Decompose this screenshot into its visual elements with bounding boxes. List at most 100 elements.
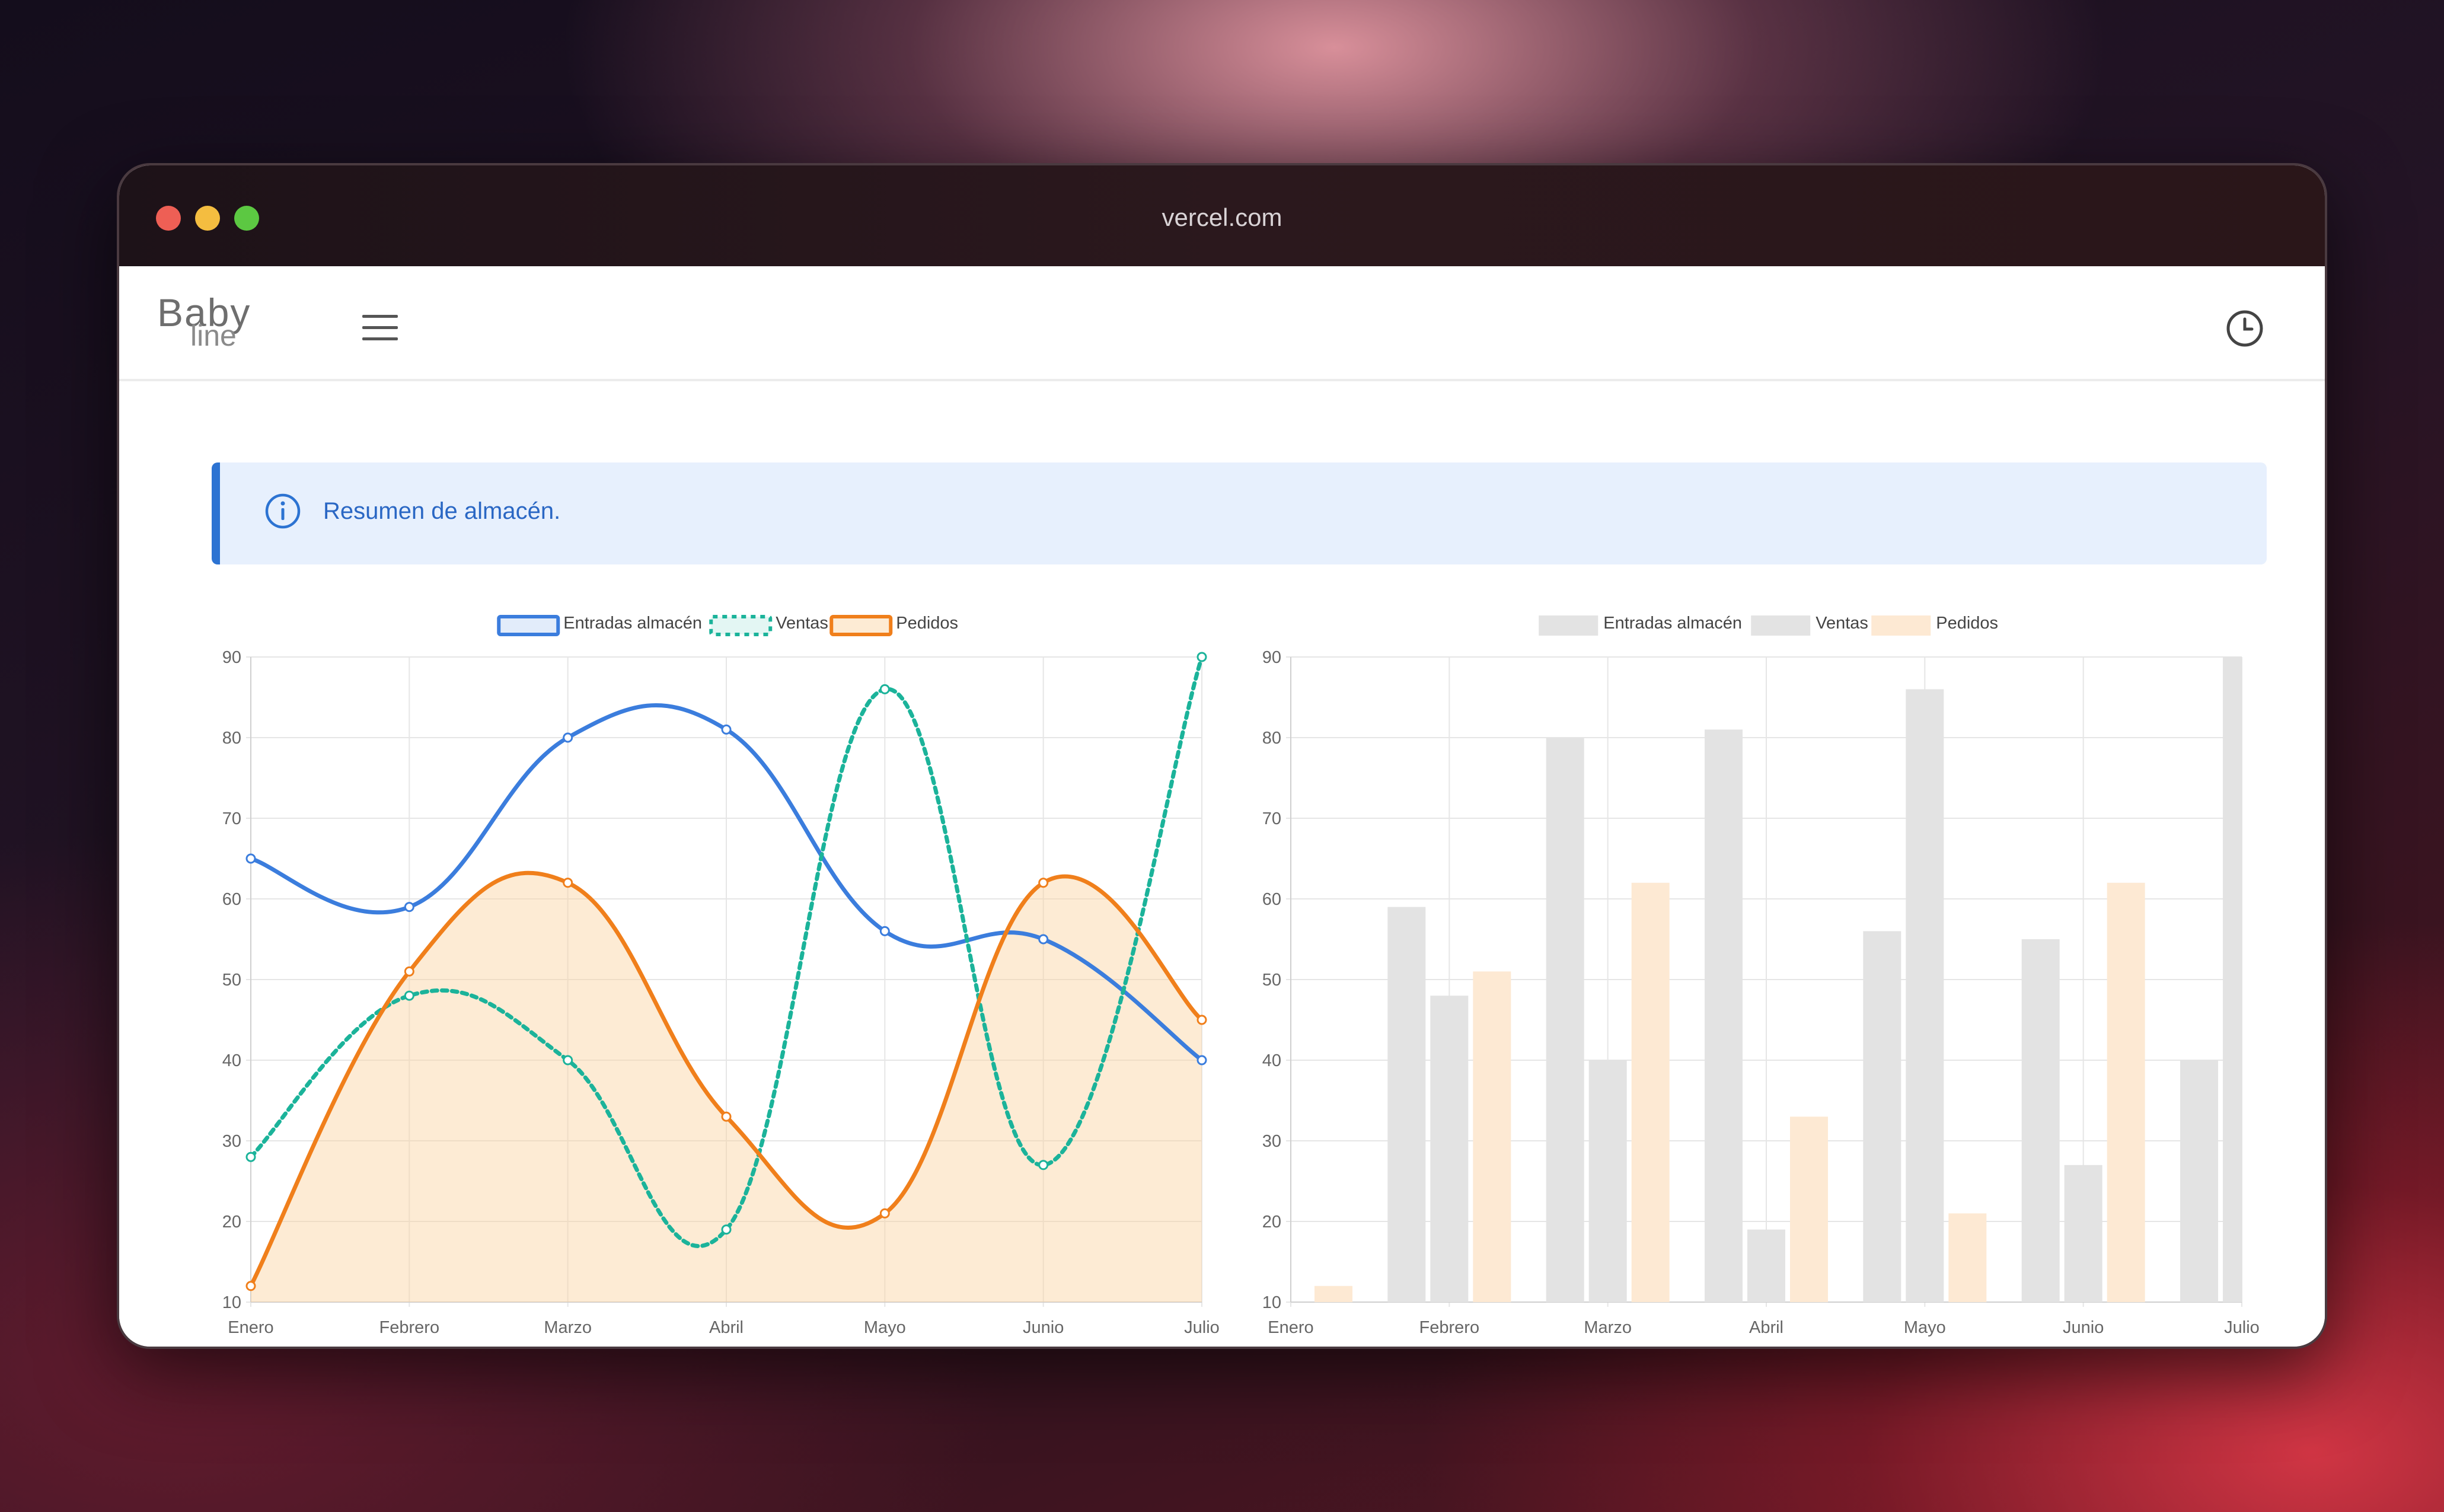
bar-entradas-almac-n (2021, 939, 2060, 1302)
line-chart-svg: 10 20 30 40 50 60 70 80 90 Enero Febrero Marzo Abril… (222, 614, 1220, 1337)
bar-legend-entradas-almac-n: Entradas almacén (1603, 614, 1742, 633)
bar-pedidos (1314, 1285, 1352, 1302)
bar-ytick-label: 60 (1262, 890, 1281, 909)
bar-xtick-label: Junio (2063, 1318, 2104, 1337)
hamburger-icon (362, 315, 398, 318)
line-ytick-label: 10 (222, 1293, 241, 1312)
line-point-ventas (1197, 652, 1207, 662)
close-window-button[interactable] (156, 206, 181, 231)
info-icon (265, 493, 301, 529)
bar-ytick-label: 40 (1262, 1051, 1281, 1070)
line-point-ventas (245, 1151, 256, 1162)
line-point-pedidos (245, 1281, 256, 1291)
bar-ventas (1588, 1060, 1627, 1302)
line-legend-swatch-ventas (709, 615, 773, 636)
line-point-entradas-almac-n (245, 853, 256, 864)
bar-entradas-almac-n (1546, 738, 1584, 1302)
line-point-entradas-almac-n (721, 724, 732, 735)
title-bar: vercel.com (119, 165, 2325, 266)
line-point-entradas-almac-n (879, 926, 890, 936)
line-ytick-label: 70 (222, 809, 241, 828)
line-point-entradas-almac-n (1038, 934, 1049, 945)
bar-ventas (1906, 689, 1944, 1302)
logo-main-text: Baby (157, 291, 251, 334)
bar-legend-swatch-entradas-almac-n (1539, 615, 1599, 636)
bar-ventas (1747, 1229, 1785, 1302)
bar-legend-pedidos: Pedidos (1936, 614, 1998, 633)
line-point-ventas (1038, 1160, 1049, 1170)
line-legend-entradas-almac-n: Entradas almacén (563, 614, 702, 633)
top-navbar: Baby line (119, 266, 2325, 381)
line-ytick-label: 40 (222, 1051, 241, 1070)
line-ytick-label: 50 (222, 971, 241, 990)
maximize-window-button[interactable] (234, 206, 259, 231)
line-point-pedidos (1038, 878, 1049, 888)
line-legend-pedidos: Pedidos (896, 614, 958, 633)
bar-xtick-label: Abril (1749, 1318, 1783, 1337)
clock-icon[interactable] (2225, 309, 2264, 348)
alert-message: Resumen de almacén. (323, 498, 561, 524)
line-ytick-label: 30 (222, 1132, 241, 1151)
logo-sub-text: line (190, 319, 237, 352)
line-xtick-label: Mayo (864, 1318, 906, 1337)
bar-legend-swatch-pedidos (1871, 615, 1931, 636)
line-ytick-label: 90 (222, 648, 241, 667)
line-point-pedidos (879, 1208, 890, 1218)
line-xtick-label: Junio (1023, 1318, 1064, 1337)
bar-entradas-almac-n (1705, 729, 1743, 1302)
bar-ytick-label: 70 (1262, 809, 1281, 828)
line-point-pedidos (404, 966, 414, 977)
bar-pedidos (1948, 1213, 1987, 1302)
bar-chart-svg: 10 20 30 40 50 60 70 80 90 Enero Febrero Marzo Abril… (1262, 614, 2260, 1337)
bar-entradas-almac-n (2180, 1060, 2218, 1302)
line-legend-swatch-entradas-almac-n (497, 615, 560, 636)
bar-pedidos (1631, 882, 1670, 1302)
bar-ventas (2223, 657, 2242, 1302)
bar-ventas (1430, 996, 1469, 1302)
line-area-pedidos (251, 873, 1202, 1302)
bar-xtick-label: Mayo (1904, 1318, 1946, 1337)
bar-ventas (2064, 1165, 2102, 1302)
bar-ytick-label: 90 (1262, 648, 1281, 667)
line-point-entradas-almac-n (563, 732, 573, 743)
info-alert: Resumen de almacén. (212, 462, 2267, 564)
main-content: Resumen de almacén. 10 20 30 40 50 60 70 80 90 En… (119, 381, 2325, 1347)
line-point-entradas-almac-n (404, 902, 414, 913)
bar-ytick-label: 10 (1262, 1293, 1281, 1312)
bar-pedidos (2107, 882, 2145, 1302)
bar-ytick-label: 80 (1262, 729, 1281, 748)
line-legend-ventas: Ventas (776, 614, 828, 633)
line-ytick-label: 80 (222, 729, 241, 748)
bar-ytick-label: 30 (1262, 1132, 1281, 1151)
address-url[interactable]: vercel.com (1162, 203, 1282, 231)
bar-pedidos (1473, 971, 1511, 1302)
line-point-ventas (879, 684, 890, 694)
bar-xtick-label: Febrero (1419, 1318, 1480, 1337)
line-chart: 10 20 30 40 50 60 70 80 90 Enero Febrero Marzo Abril… (212, 598, 1243, 1347)
line-xtick-label: Febrero (379, 1318, 440, 1337)
line-point-pedidos (1197, 1015, 1207, 1025)
line-xtick-label: Julio (1184, 1318, 1220, 1337)
bar-ytick-label: 20 (1262, 1213, 1281, 1232)
bar-entradas-almac-n (1387, 907, 1426, 1302)
bar-ytick-label: 50 (1262, 971, 1281, 990)
browser-window: vercel.com Baby line Resumen de almacén.… (117, 163, 2327, 1349)
bar-chart: 10 20 30 40 50 60 70 80 90 Enero Febrero Marzo Abril… (1252, 598, 2283, 1347)
minimize-window-button[interactable] (195, 206, 220, 231)
menu-toggle-button[interactable] (362, 315, 398, 341)
line-xtick-label: Abril (709, 1318, 744, 1337)
bar-entradas-almac-n (1863, 931, 1901, 1302)
line-point-ventas (563, 1055, 573, 1066)
line-xtick-label: Marzo (544, 1318, 592, 1337)
bar-xtick-label: Marzo (1584, 1318, 1632, 1337)
bar-legend-ventas: Ventas (1816, 614, 1868, 633)
bar-pedidos (1790, 1117, 1828, 1302)
baby-line-logo[interactable]: Baby line (157, 290, 258, 352)
line-point-ventas (404, 990, 414, 1001)
line-ytick-label: 60 (222, 890, 241, 909)
line-ytick-label: 20 (222, 1213, 241, 1232)
bar-xtick-label: Julio (2224, 1318, 2260, 1337)
line-point-entradas-almac-n (1197, 1055, 1207, 1066)
bar-xtick-label: Enero (1268, 1318, 1313, 1337)
line-xtick-label: Enero (228, 1318, 273, 1337)
